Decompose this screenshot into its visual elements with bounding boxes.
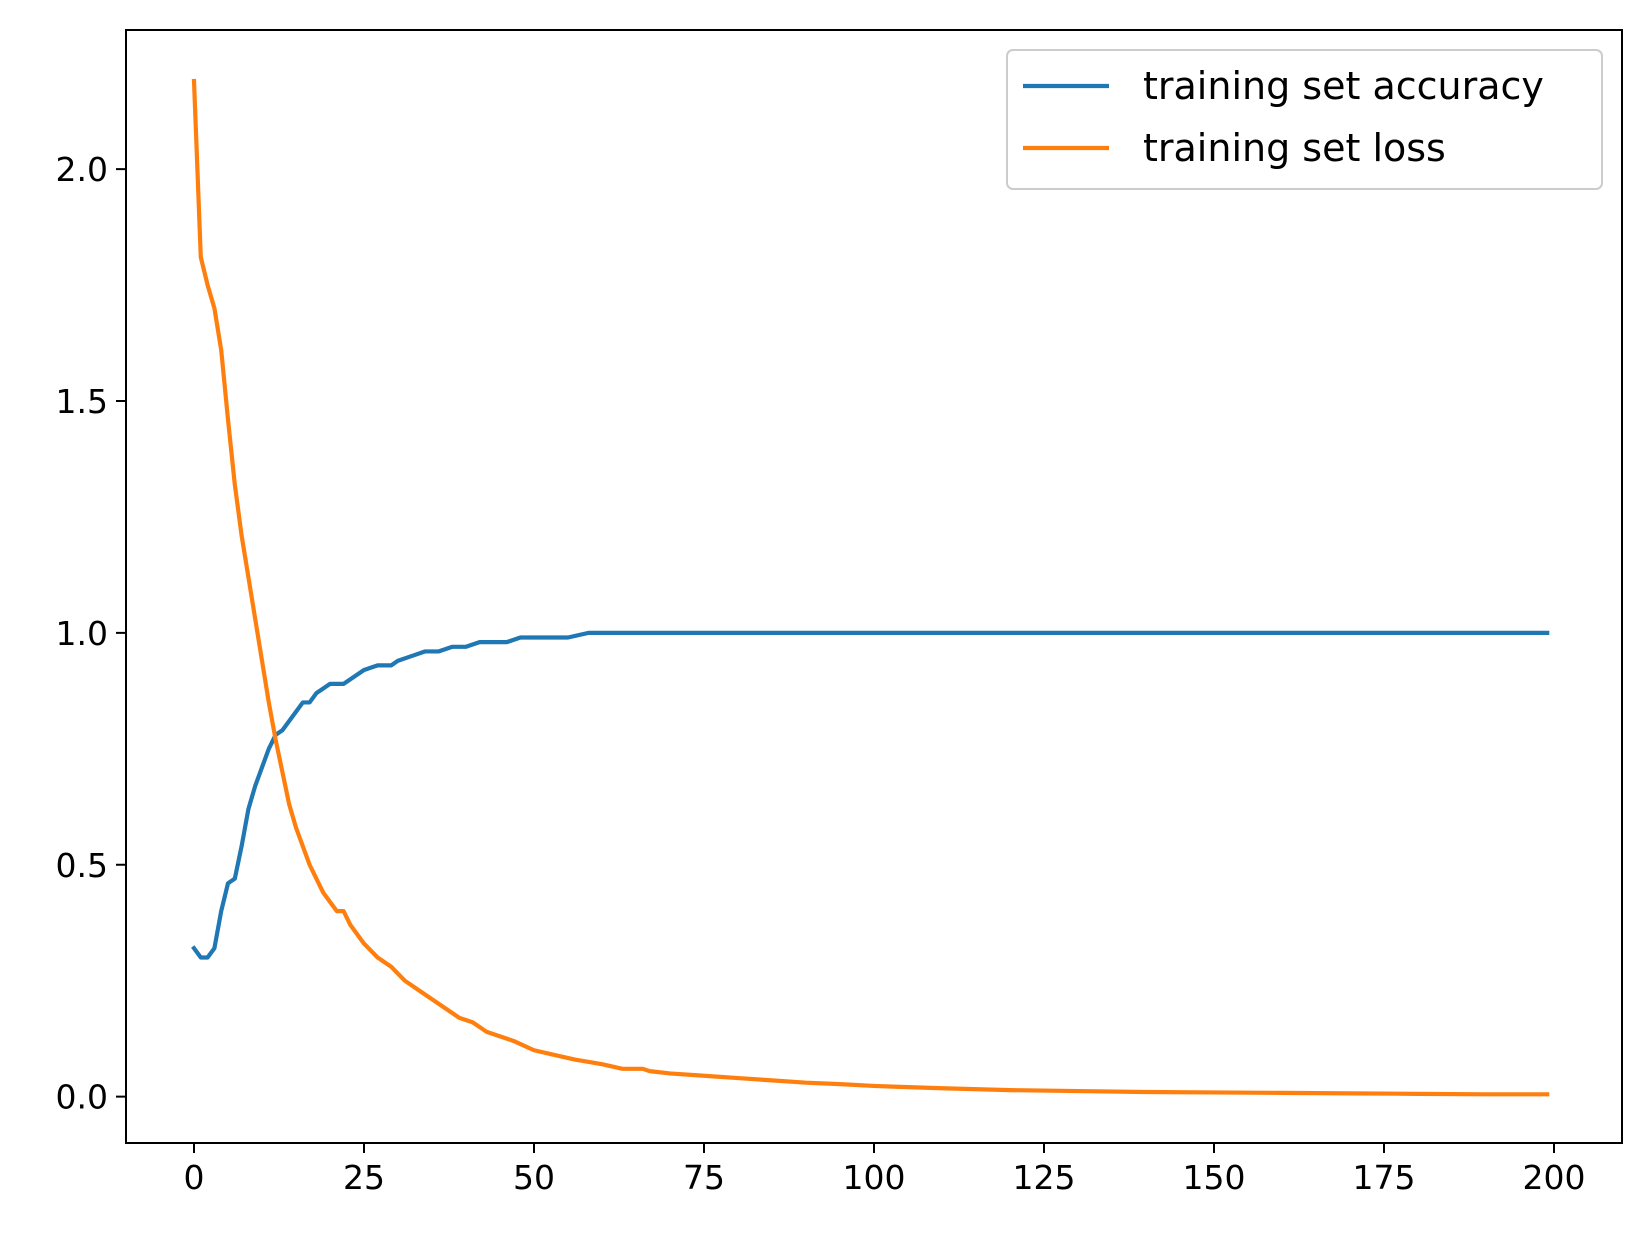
x-tick-label: 50 bbox=[513, 1158, 555, 1197]
axes: 0 25 50 75 100 125 150 175 200 0.0 0.5 1.0 1.5 2.0 bbox=[56, 29, 1623, 1197]
y-tick-label: 1.0 bbox=[56, 614, 108, 653]
legend-box bbox=[1006, 49, 1603, 190]
y-tick-label: 0.5 bbox=[56, 846, 108, 885]
legend-label-accuracy: training set accuracy bbox=[1143, 64, 1544, 108]
x-tick-label: 125 bbox=[1013, 1158, 1076, 1197]
x-tick-label: 0 bbox=[184, 1158, 205, 1197]
x-tick-label: 150 bbox=[1183, 1158, 1246, 1197]
legend: training set accuracy training set loss bbox=[1006, 49, 1603, 190]
legend-label-loss: training set loss bbox=[1143, 126, 1446, 170]
x-tick-label: 75 bbox=[683, 1158, 725, 1197]
y-tick-label: 0.0 bbox=[56, 1078, 108, 1117]
series-line-loss bbox=[191, 78, 1550, 1097]
y-tick-label: 1.5 bbox=[56, 382, 108, 421]
y-tick-label: 2.0 bbox=[56, 150, 108, 189]
series-line-accuracy bbox=[191, 630, 1550, 960]
x-tick-label: 25 bbox=[343, 1158, 385, 1197]
x-tick-label: 175 bbox=[1353, 1158, 1416, 1197]
plot-area bbox=[191, 78, 1550, 1097]
x-tick-label: 200 bbox=[1523, 1158, 1586, 1197]
x-tick-label: 100 bbox=[843, 1158, 906, 1197]
